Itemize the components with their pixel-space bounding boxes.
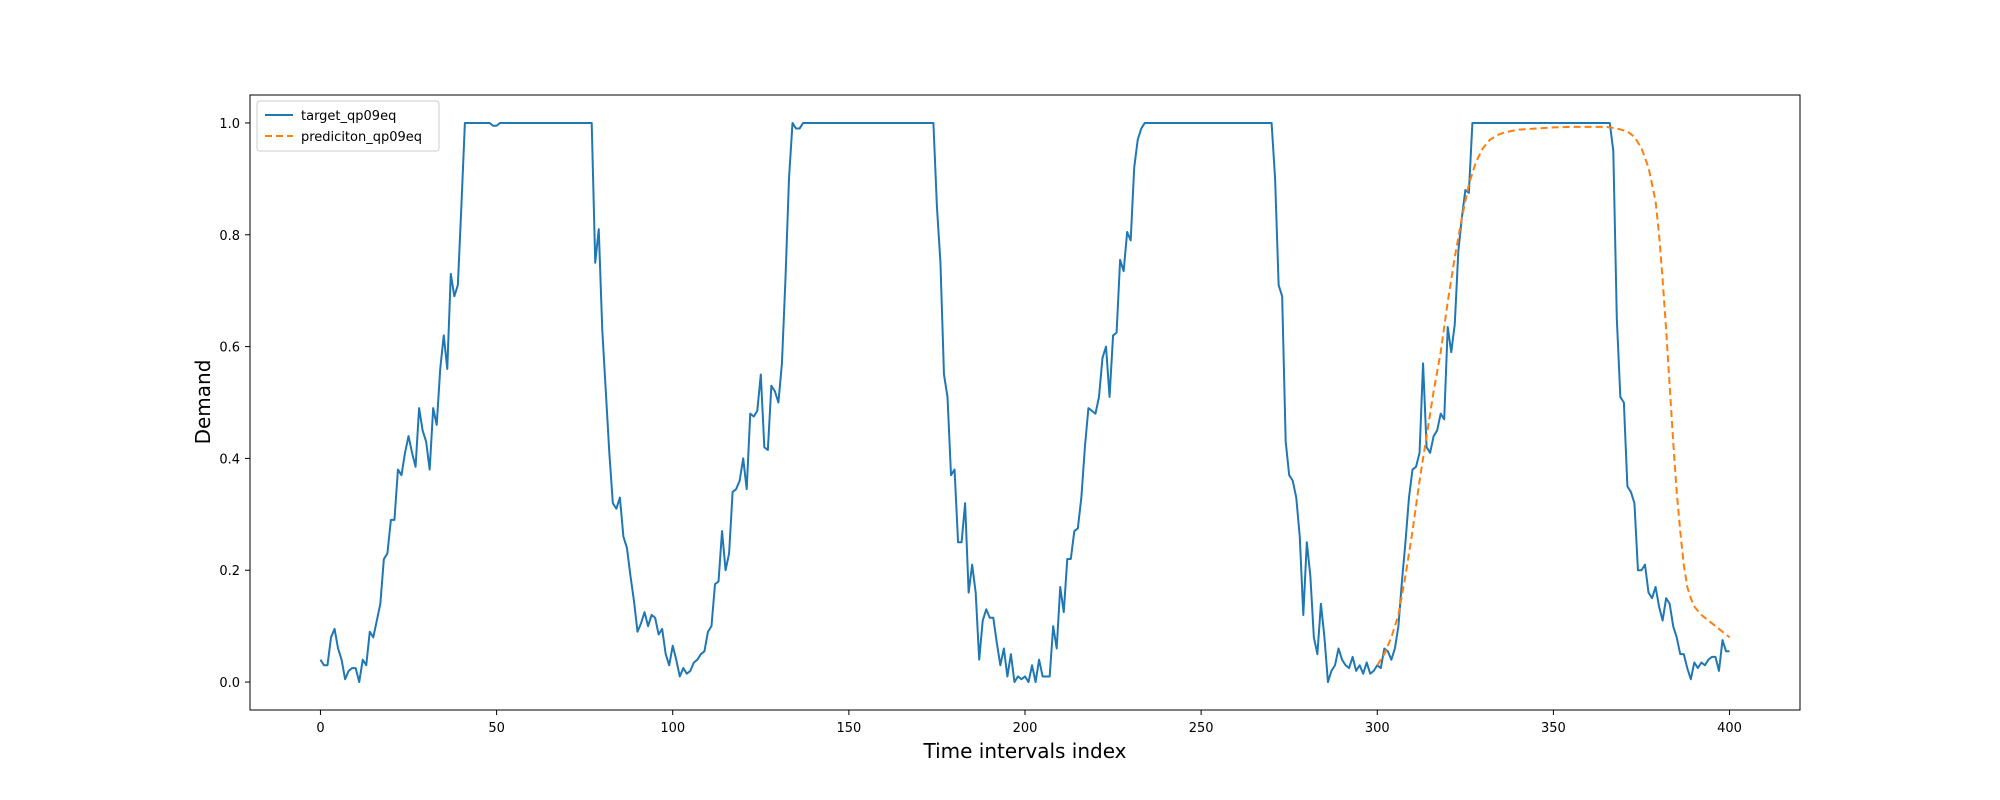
legend-label: prediciton_qp09eq xyxy=(301,130,422,145)
y-tick-label: 0.2 xyxy=(219,564,240,579)
y-axis-title: Demand xyxy=(191,360,215,445)
y-tick-label: 0.4 xyxy=(219,452,240,467)
y-tick-label: 0.6 xyxy=(219,341,240,356)
legend-box xyxy=(256,100,440,152)
y-tick-label: 0.0 xyxy=(219,676,240,691)
x-tick-label: 250 xyxy=(1189,721,1214,736)
x-tick-label: 100 xyxy=(660,721,685,736)
legend: target_qp09eq prediciton_qp09eq xyxy=(256,100,440,152)
plot-background xyxy=(250,95,1800,710)
x-tick-label: 50 xyxy=(488,721,505,736)
series-layer xyxy=(319,121,1731,684)
x-tick-label: 300 xyxy=(1365,721,1390,736)
y-axis: 0.0 0.2 0.4 0.6 0.8 1.0 xyxy=(219,117,250,691)
series-line-prediciton_qp09eq xyxy=(1376,125,1731,666)
x-tick-label: 0 xyxy=(316,721,324,736)
x-tick-label: 150 xyxy=(836,721,861,736)
y-tick-label: 0.8 xyxy=(219,229,240,244)
x-axis: 0 50 100 150 200 250 300 350 400 xyxy=(316,710,1742,736)
x-tick-label: 350 xyxy=(1541,721,1566,736)
series-line-target_qp09eq xyxy=(319,121,1730,684)
x-tick-label: 200 xyxy=(1013,721,1038,736)
y-tick-label: 1.0 xyxy=(219,117,240,132)
x-axis-title: Time intervals index xyxy=(922,739,1126,763)
x-tick-label: 400 xyxy=(1717,721,1742,736)
legend-label: target_qp09eq xyxy=(301,109,396,124)
